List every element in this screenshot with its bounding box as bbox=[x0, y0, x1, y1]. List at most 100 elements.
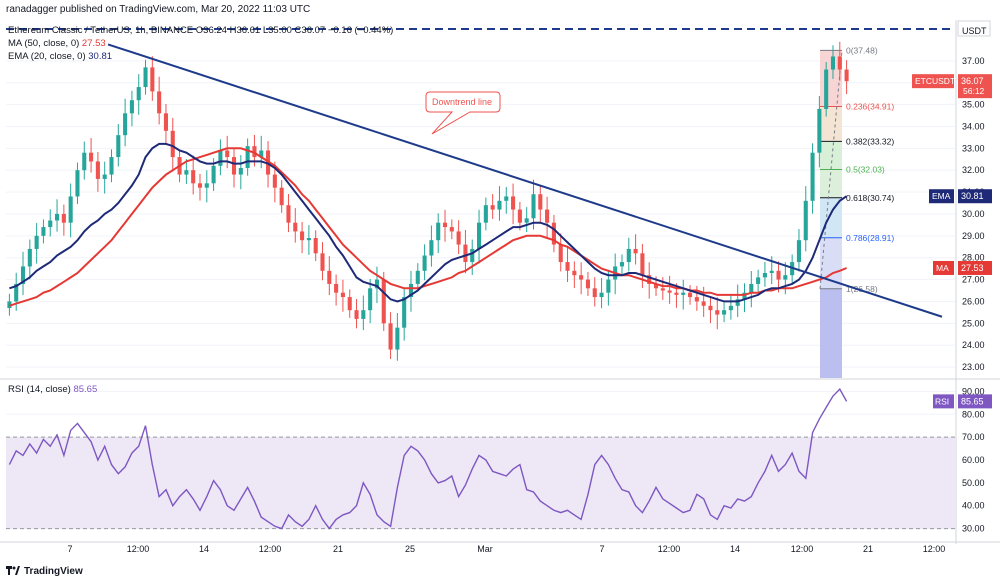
candle-body bbox=[442, 222, 448, 228]
candle-body bbox=[830, 56, 836, 70]
candle-body bbox=[796, 240, 801, 263]
candle-body bbox=[667, 290, 672, 293]
candle-body bbox=[463, 244, 468, 263]
symbol-tag bbox=[912, 74, 954, 89]
candle-body bbox=[334, 283, 339, 293]
candle-body bbox=[313, 238, 318, 254]
candle-body bbox=[749, 283, 754, 293]
price-tick-label: 28.00 bbox=[962, 253, 985, 263]
candle-body bbox=[449, 227, 454, 232]
fib-zone bbox=[820, 141, 842, 170]
time-tick-label: 21 bbox=[333, 544, 343, 554]
ema-legend[interactable]: EMA (20, close, 0) 30.81 bbox=[8, 51, 112, 62]
candle-body bbox=[7, 301, 12, 308]
candle-body bbox=[89, 152, 94, 162]
tradingview-brand[interactable]: TradingView bbox=[6, 566, 83, 577]
candle-body bbox=[694, 297, 699, 302]
fibonacci-retracement: 0(37.48) 0.236(34.91) 0.382(33.32) 0.5(32.0… bbox=[819, 45, 894, 378]
candle-body bbox=[347, 297, 352, 311]
ema-axis-label: EMA bbox=[932, 191, 951, 201]
fib-level-label: 0.236(34.91) bbox=[846, 102, 894, 112]
rsi-legend[interactable]: RSI (14, close) 85.65 bbox=[8, 384, 97, 395]
ema20-line bbox=[9, 142, 848, 303]
candle-body bbox=[75, 170, 80, 197]
candle-body bbox=[619, 262, 625, 267]
candle-body bbox=[279, 187, 284, 206]
time-tick-label: 14 bbox=[199, 544, 209, 554]
candle-body bbox=[517, 209, 522, 223]
ema-value-tag bbox=[958, 189, 992, 204]
tradingview-logo-icon bbox=[6, 566, 20, 575]
candle-body bbox=[599, 292, 604, 298]
candle-body bbox=[803, 200, 808, 241]
candle-body bbox=[129, 100, 134, 114]
fib-trend-line bbox=[819, 50, 843, 289]
candle-body bbox=[306, 238, 311, 241]
candle-body bbox=[483, 205, 488, 223]
candle-body bbox=[374, 279, 379, 289]
ema-legend-label: EMA (20, close, 0) bbox=[8, 51, 86, 62]
ema-value-label: 30.81 bbox=[961, 191, 984, 201]
candle-body bbox=[456, 231, 461, 245]
price-tick-label: 30.00 bbox=[962, 209, 985, 219]
candle-body bbox=[20, 266, 26, 284]
candle-body bbox=[395, 327, 400, 350]
candle-body bbox=[497, 200, 502, 210]
candle-body bbox=[429, 240, 434, 256]
time-axis: 7 12:00 14 12:00 21 25 Mar 7 12:00 14 12:00 21 12:00 bbox=[0, 541, 1000, 554]
downtrend-line bbox=[107, 43, 943, 318]
candles bbox=[7, 41, 849, 361]
candle-body bbox=[252, 146, 257, 158]
candle-body bbox=[170, 130, 175, 158]
candle-body bbox=[837, 56, 842, 70]
rsi-axis-tag bbox=[933, 394, 954, 409]
candle-body bbox=[626, 248, 631, 263]
ma-axis-label: MA bbox=[936, 263, 949, 273]
ma-legend[interactable]: MA (50, close, 0) 27.53 bbox=[8, 38, 106, 49]
ma-value-tag bbox=[958, 260, 992, 275]
candle-body bbox=[388, 323, 393, 350]
candle-body bbox=[565, 262, 570, 271]
candle-body bbox=[211, 165, 216, 184]
candle-body bbox=[579, 275, 584, 280]
candle-body bbox=[490, 205, 495, 210]
rsi-line bbox=[8, 387, 848, 530]
candle-body bbox=[572, 270, 577, 276]
ma-axis-tag bbox=[933, 260, 954, 275]
fib-extension-zone bbox=[820, 288, 842, 378]
candle-body bbox=[674, 292, 679, 295]
moving-averages bbox=[9, 142, 848, 307]
symbol-tag-label: ETCUSDT bbox=[915, 76, 955, 86]
fib-zone bbox=[820, 169, 842, 198]
candle-body bbox=[381, 279, 386, 324]
candle-body bbox=[606, 279, 611, 293]
time-tick-label: 21 bbox=[863, 544, 873, 554]
candle-body bbox=[558, 244, 563, 263]
candle-body bbox=[197, 183, 203, 188]
time-tick-label: 14 bbox=[730, 544, 740, 554]
bar-countdown: 56:12 bbox=[963, 86, 985, 96]
candle-body bbox=[82, 152, 87, 171]
candle-body bbox=[592, 288, 597, 298]
candle-body bbox=[27, 248, 32, 267]
currency-label: USDT bbox=[962, 26, 987, 36]
candle-body bbox=[238, 168, 243, 175]
candle-body bbox=[68, 196, 73, 223]
time-tick-label: 25 bbox=[405, 544, 415, 554]
candle-body bbox=[368, 288, 373, 311]
fib-level-label: 0(37.48) bbox=[846, 45, 878, 55]
price-tick-label: 27.00 bbox=[962, 275, 985, 285]
price-tick-label: 29.00 bbox=[962, 231, 985, 241]
candle-body bbox=[327, 270, 332, 284]
fib-level-label: 0.382(33.32) bbox=[846, 136, 894, 146]
symbol-ohlc-line[interactable]: Ethereum Classic / TetherUS, 1h, BINANCE… bbox=[8, 25, 394, 36]
candle-body bbox=[163, 113, 168, 131]
ma-legend-label: MA (50, close, 0) bbox=[8, 38, 80, 49]
rsi-band bbox=[6, 437, 955, 529]
candle-body bbox=[61, 213, 66, 223]
ma-value-label: 27.53 bbox=[961, 263, 984, 273]
candle-body bbox=[653, 283, 659, 289]
candle-body bbox=[422, 255, 427, 271]
candle-body bbox=[361, 310, 366, 319]
